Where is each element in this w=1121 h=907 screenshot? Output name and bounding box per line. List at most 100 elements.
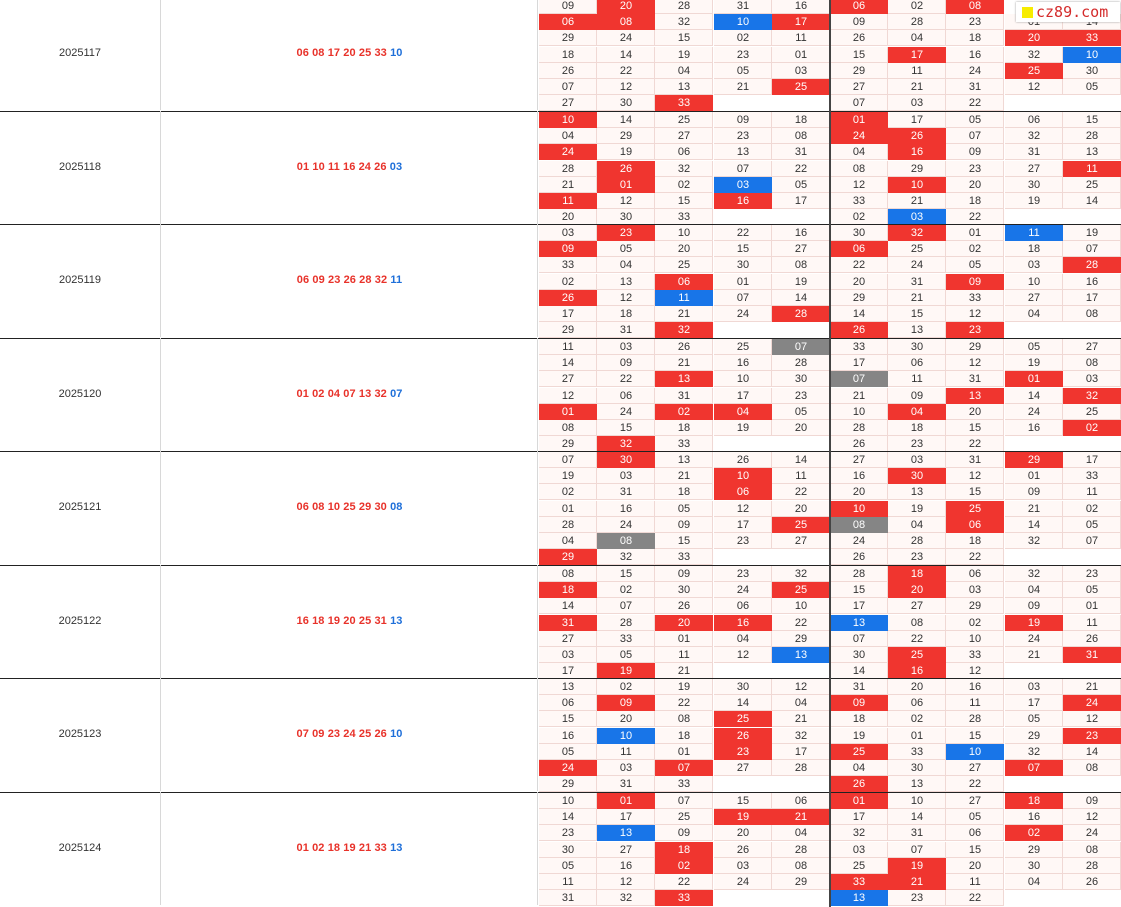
grid-cell: 04 xyxy=(714,631,772,647)
grid-cell: 17 xyxy=(1005,695,1063,711)
site-watermark[interactable]: cz89.com xyxy=(1016,2,1120,22)
grid-cell: 27 xyxy=(1063,339,1121,355)
grid-cell: 20 xyxy=(1005,30,1063,46)
grid-cell: 10 xyxy=(946,631,1004,647)
red-ball-number: 19 xyxy=(327,615,341,627)
grid-cell: 17 xyxy=(772,193,830,209)
issue-info xyxy=(0,451,538,564)
grid-cell: 28 xyxy=(888,533,946,549)
grid-cell: 24 xyxy=(714,582,772,598)
grid-cell: 17 xyxy=(830,598,888,614)
grid-cell: 10 xyxy=(597,728,655,744)
grid-cell: 03 xyxy=(714,858,772,874)
grid-cell: 16 xyxy=(772,225,830,241)
grid-cell: 12 xyxy=(539,388,597,404)
grid-cell: 27 xyxy=(539,95,597,111)
red-ball-number: 26 xyxy=(374,728,387,740)
grid-cell: 11 xyxy=(1063,161,1121,177)
grid-cell: 10 xyxy=(714,14,772,30)
grid-cell: 26 xyxy=(830,436,888,452)
red-ball-number: 01 xyxy=(296,842,309,854)
grid-cell: 06 xyxy=(539,695,597,711)
grid-cell: 28 xyxy=(830,420,888,436)
grid-cell: 22 xyxy=(946,776,1004,792)
grid-cell: 16 xyxy=(714,615,772,631)
grid-cell: 02 xyxy=(1005,825,1063,841)
grid-cell: 05 xyxy=(1063,517,1121,533)
grid-cell: 19 xyxy=(1005,355,1063,371)
grid-cell: 16 xyxy=(539,728,597,744)
grid-cell: 30 xyxy=(888,339,946,355)
grid-cell: 08 xyxy=(772,858,830,874)
grid-cell: 17 xyxy=(539,663,597,679)
grid-cell: 17 xyxy=(888,112,946,128)
grid-cell: 07 xyxy=(772,339,830,355)
grid-cell: 03 xyxy=(946,582,1004,598)
grid-cell: 31 xyxy=(772,144,830,160)
red-ball-number: 33 xyxy=(374,842,387,854)
grid-cell: 09 xyxy=(888,388,946,404)
grid-cell xyxy=(714,663,772,679)
grid-cell: 31 xyxy=(597,322,655,338)
grid-cell: 33 xyxy=(655,209,713,225)
grid-cell: 06 xyxy=(946,566,1004,582)
grid-cell: 16 xyxy=(888,144,946,160)
grid-cell: 13 xyxy=(597,274,655,290)
column-divider xyxy=(160,224,161,337)
grid-cell: 23 xyxy=(888,549,946,565)
grid-cell: 04 xyxy=(655,63,713,79)
grid-cell xyxy=(714,549,772,565)
grid-cell: 32 xyxy=(830,825,888,841)
grid-cell: 26 xyxy=(830,30,888,46)
issue-number: 2025123 xyxy=(58,728,102,740)
issue-row: 2025123 07 09 23 24 25 26 10 13 02 19 30 12 31 2… xyxy=(0,678,1121,792)
grid-cell: 10 xyxy=(946,744,1004,760)
grid-cell: 18 xyxy=(772,112,830,128)
red-ball-number: 29 xyxy=(358,501,372,513)
grid-cell: 11 xyxy=(946,695,1004,711)
grid-cell: 23 xyxy=(714,128,772,144)
red-ball-number: 07 xyxy=(296,728,309,740)
grid-cell: 24 xyxy=(1005,631,1063,647)
grid-cell: 17 xyxy=(1063,452,1121,468)
grid-cell: 08 xyxy=(830,161,888,177)
grid-cell: 05 xyxy=(714,63,772,79)
grid-cell: 25 xyxy=(772,79,830,95)
grid-cell: 21 xyxy=(1005,501,1063,517)
column-divider xyxy=(160,565,161,678)
grid-cell: 12 xyxy=(597,874,655,890)
grid-cell: 24 xyxy=(946,63,1004,79)
grid-cell: 24 xyxy=(1063,825,1121,841)
grid-cell: 04 xyxy=(539,533,597,549)
grid-cell: 06 xyxy=(714,598,772,614)
grid-cell: 15 xyxy=(597,420,655,436)
grid-cell: 01 xyxy=(830,793,888,809)
grid-cell: 10 xyxy=(1005,274,1063,290)
grid-cell: 15 xyxy=(1063,112,1121,128)
grid-cell: 29 xyxy=(539,436,597,452)
grid-cell: 01 xyxy=(1063,598,1121,614)
grid-cell: 29 xyxy=(597,128,655,144)
grid-cell: 10 xyxy=(888,177,946,193)
grid-cell: 32 xyxy=(1005,744,1063,760)
draw-numbers: 01 10 11 16 24 26 03 xyxy=(161,111,538,224)
grid-cell: 01 xyxy=(1005,371,1063,387)
red-ball-number: 13 xyxy=(358,388,372,400)
grid-cell: 05 xyxy=(1005,339,1063,355)
grid-cell: 04 xyxy=(539,128,597,144)
grid-cell: 01 xyxy=(597,793,655,809)
grid-cell: 25 xyxy=(830,858,888,874)
grid-cell: 26 xyxy=(539,63,597,79)
red-ball-number: 24 xyxy=(358,161,372,173)
issue-number: 2025120 xyxy=(58,388,102,400)
grid-cell: 32 xyxy=(655,161,713,177)
red-ball-number: 25 xyxy=(358,47,372,59)
grid-cell: 21 xyxy=(1063,679,1121,695)
grid-cell: 09 xyxy=(946,144,1004,160)
grid-cell: 24 xyxy=(1005,404,1063,420)
grid-cell: 30 xyxy=(1005,858,1063,874)
grid-cell: 28 xyxy=(1063,128,1121,144)
blue-ball-number: 13 xyxy=(390,842,403,854)
grid-cell: 16 xyxy=(946,679,1004,695)
grid-cell: 03 xyxy=(539,225,597,241)
